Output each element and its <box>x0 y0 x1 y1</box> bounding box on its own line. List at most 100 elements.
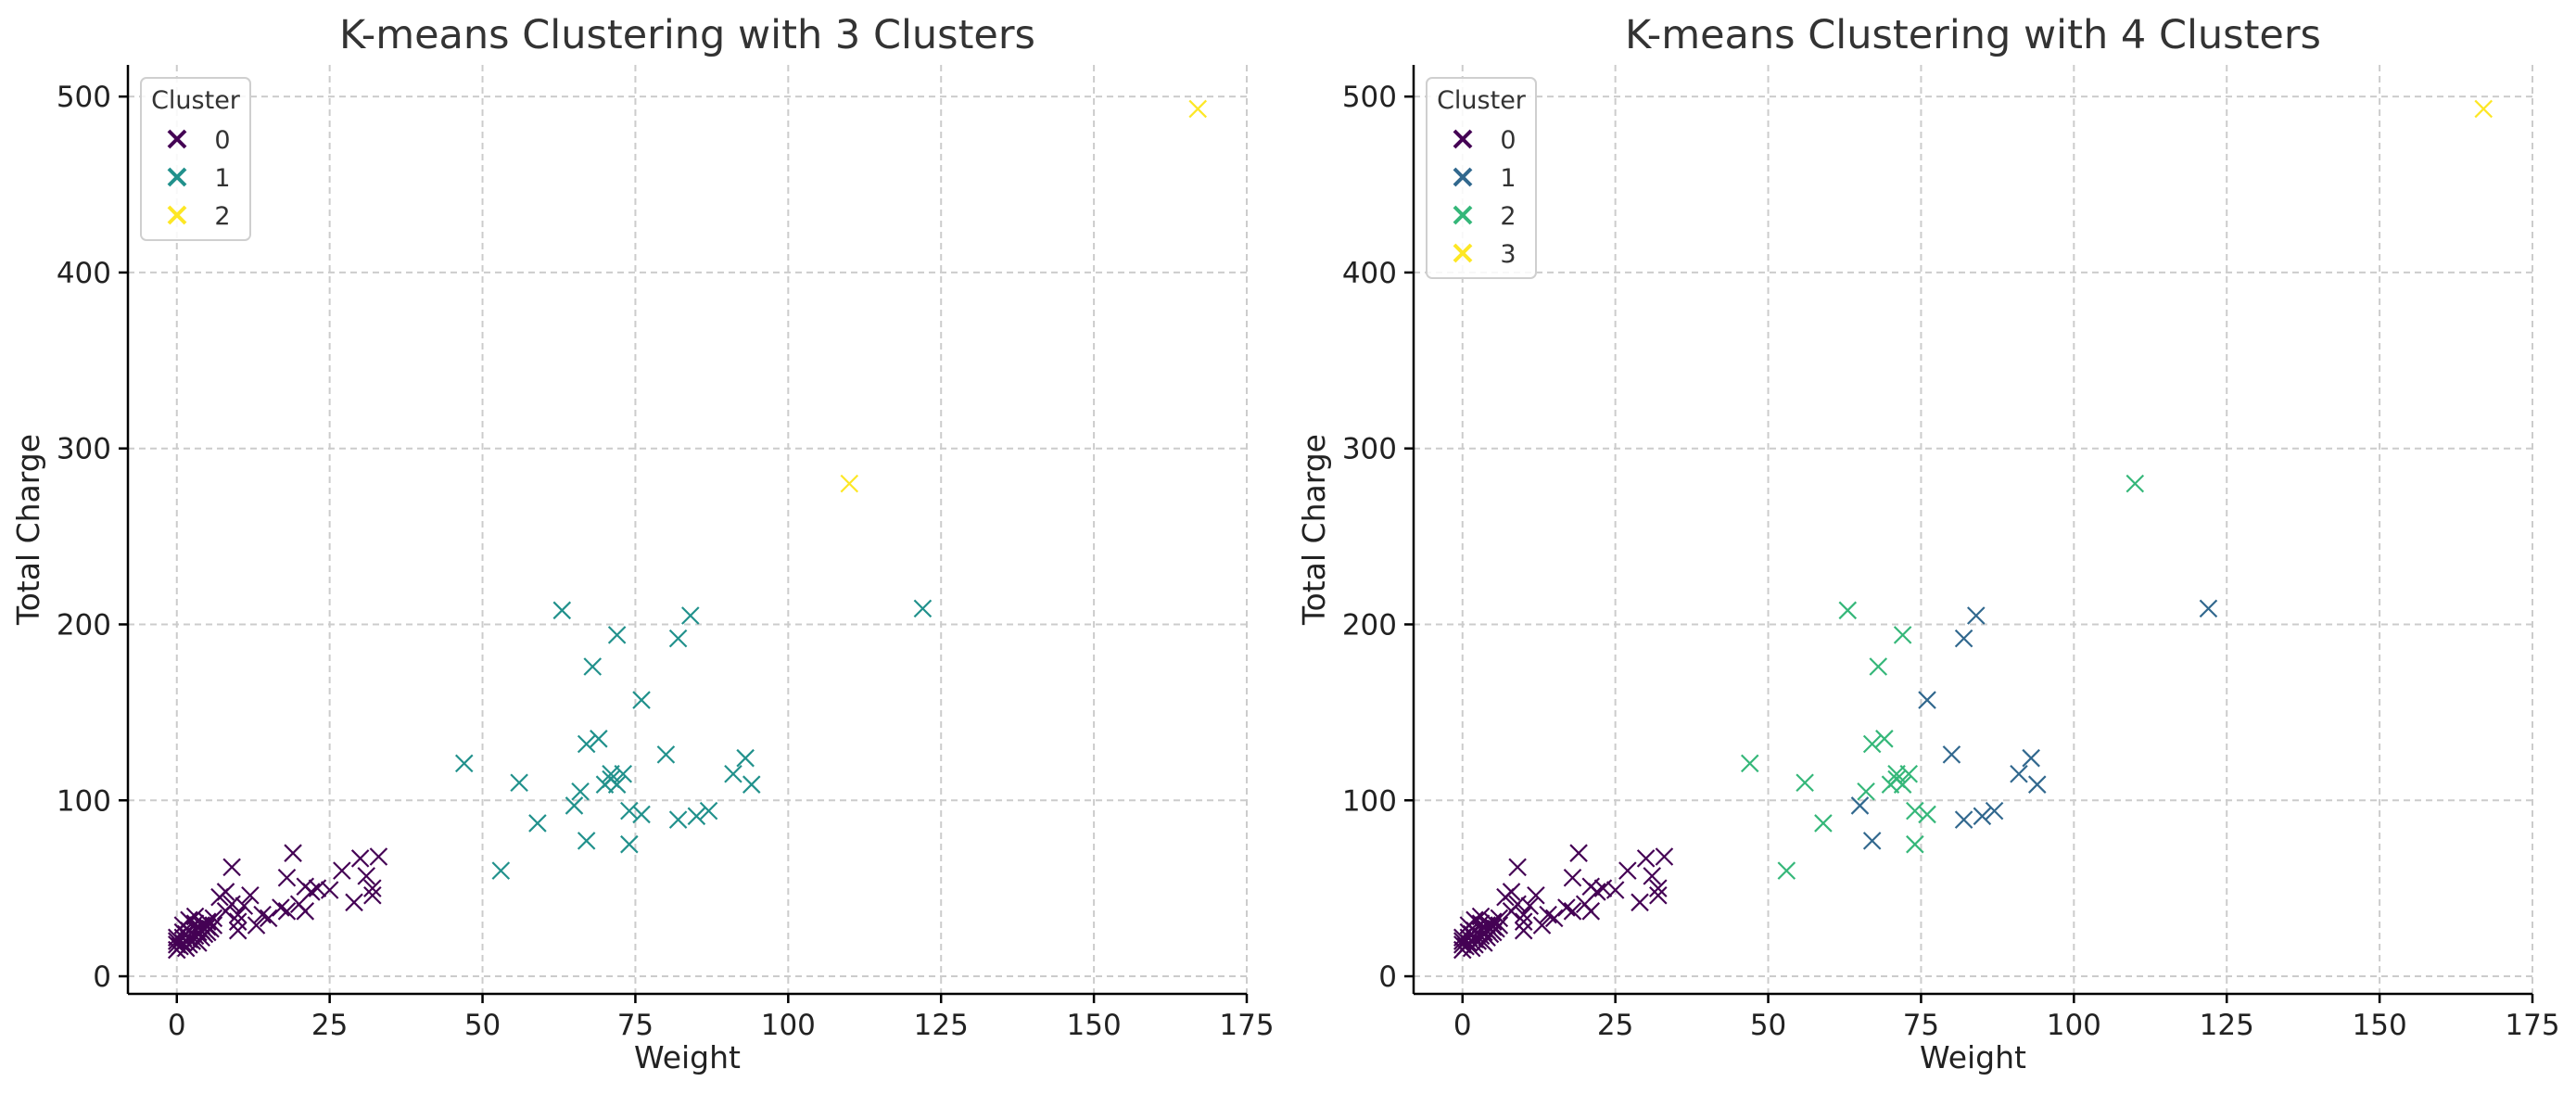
data-point <box>1985 801 2004 820</box>
data-point <box>736 748 755 768</box>
data-point <box>590 730 608 748</box>
data-point <box>259 909 278 928</box>
data-point <box>681 606 700 625</box>
data-point <box>1514 921 1533 940</box>
data-point <box>1973 807 1992 826</box>
x-tick-label: 75 <box>617 1009 654 1042</box>
data-point <box>1796 773 1814 793</box>
x-tick-label: 100 <box>2047 1009 2101 1042</box>
data-point <box>1649 885 1668 905</box>
data-point <box>1490 909 1509 928</box>
y-axis-label: Total Charge <box>1296 434 1332 626</box>
data-point <box>1636 849 1656 868</box>
data-point <box>345 893 363 912</box>
data-point <box>222 858 241 877</box>
series-cluster-0 <box>167 844 388 960</box>
data-point <box>1862 734 1882 754</box>
x-tick-label: 75 <box>1903 1009 1939 1042</box>
data-point <box>2199 599 2218 618</box>
data-point <box>333 861 351 880</box>
data-point <box>2022 748 2040 768</box>
x-tick-label: 0 <box>1453 1009 1472 1042</box>
data-point <box>552 601 572 620</box>
x-tick-label: 50 <box>1750 1009 1786 1042</box>
data-point <box>510 773 528 793</box>
legend-marker <box>167 129 187 149</box>
data-point <box>185 907 205 926</box>
data-point <box>1520 897 1540 915</box>
data-point <box>565 796 584 815</box>
data-point <box>1869 657 1888 676</box>
data-point <box>668 810 688 829</box>
data-point <box>320 881 339 899</box>
data-point <box>1605 881 1625 899</box>
y-tick-label: 500 <box>57 81 111 114</box>
data-point <box>350 849 370 868</box>
legend-entry-label: 2 <box>214 202 230 231</box>
data-point <box>363 885 382 905</box>
x-tick-label: 0 <box>168 1009 186 1042</box>
data-point <box>228 905 247 924</box>
data-point <box>1893 775 1912 794</box>
data-point <box>2126 474 2145 493</box>
data-point <box>1942 745 1961 764</box>
legend-entry-label: 1 <box>1500 164 1516 193</box>
series-cluster-0 <box>1453 844 1674 960</box>
data-point <box>1569 844 1588 862</box>
x-tick-label: 150 <box>1067 1009 1122 1042</box>
chart-panel-1: 0 25 50 75 100 125 150 175 0 100 200 300 400 500 K-mea… <box>10 12 1275 1075</box>
data-point <box>1893 626 1912 644</box>
data-point <box>1631 893 1649 912</box>
data-point <box>228 921 247 940</box>
data-point <box>1466 910 1484 930</box>
data-point <box>296 902 315 921</box>
data-point <box>302 883 321 901</box>
chart-title: K-means Clustering with 4 Clusters <box>1625 12 2321 58</box>
legend-marker <box>167 205 187 225</box>
legend-marker <box>1453 205 1473 225</box>
data-point <box>632 805 651 824</box>
legend-title: Cluster <box>151 86 241 115</box>
data-point <box>528 814 547 833</box>
data-point <box>357 867 376 885</box>
data-point <box>1508 858 1527 877</box>
data-point <box>607 626 627 644</box>
data-point <box>699 801 718 820</box>
legend-marker <box>167 167 187 187</box>
data-point <box>1838 601 1858 620</box>
data-point <box>742 775 761 794</box>
series-cluster-2 <box>1740 474 2145 880</box>
data-point <box>687 807 706 826</box>
data-point <box>1918 805 1936 824</box>
data-point <box>204 916 223 935</box>
data-point <box>1862 832 1882 850</box>
data-point <box>577 734 596 754</box>
data-point <box>724 765 742 783</box>
legend-entry-label: 0 <box>214 126 230 155</box>
data-point <box>1649 879 1668 897</box>
legend-box <box>1426 77 1537 279</box>
x-tick-label: 100 <box>761 1009 816 1042</box>
data-point <box>1532 916 1552 935</box>
x-tick-label: 25 <box>1597 1009 1633 1042</box>
y-axis-label: Total Charge <box>10 434 46 626</box>
data-point <box>571 782 590 801</box>
data-point <box>656 745 676 764</box>
data-point <box>454 754 474 773</box>
data-point <box>2027 775 2047 794</box>
x-axis-label: Weight <box>1920 1039 2026 1075</box>
legend-entry-label: 3 <box>1500 240 1516 269</box>
legend-marker <box>1453 129 1473 149</box>
chart-title: K-means Clustering with 3 Clusters <box>339 12 1035 58</box>
data-point <box>491 861 511 880</box>
data-point <box>277 902 297 921</box>
data-point <box>228 912 247 931</box>
data-point <box>620 801 639 820</box>
data-point <box>1954 629 1973 648</box>
series-cluster-1 <box>1850 599 2218 850</box>
data-point <box>1539 905 1557 924</box>
data-point <box>1471 907 1491 926</box>
data-point <box>1643 867 1662 885</box>
data-point <box>1954 810 1973 829</box>
